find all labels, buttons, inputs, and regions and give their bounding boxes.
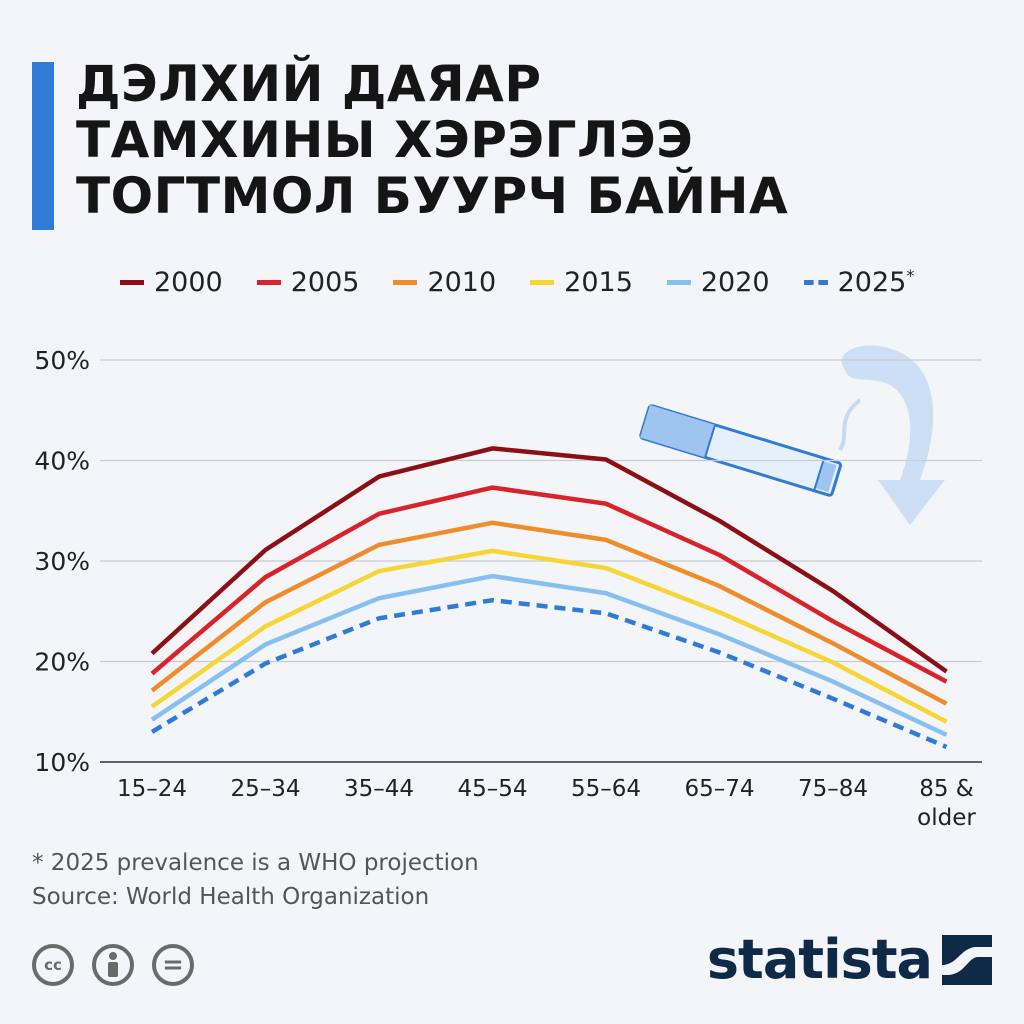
series-line-2015 (150, 548, 948, 724)
x-tick-label: 55–64 (571, 776, 641, 802)
legend-asterisk: * (906, 266, 915, 285)
y-tick-label: 40% (34, 447, 90, 476)
legend-item-2000: 2000 (120, 266, 223, 298)
chart-legend: 2000 2005 2010 2015 2020 2025* (120, 266, 914, 298)
legend-swatch (393, 279, 418, 285)
series-line-2000 (150, 446, 948, 674)
x-tick-label: 35–44 (344, 776, 414, 802)
license-icons: cc = (32, 944, 194, 986)
series-line-2010 (150, 520, 948, 706)
legend-label: 2010 (427, 266, 497, 298)
chart-series (150, 446, 948, 749)
series-line-2025 (150, 597, 948, 749)
smoke-wisp (838, 398, 862, 452)
legend-swatch (803, 279, 828, 285)
source-note: Source: World Health Organization (32, 884, 430, 910)
line-chart: 10% 20% 30% 40% 50% 15–24 25–34 35–44 45–54 55–6… (34, 345, 982, 831)
y-tick-label: 30% (34, 547, 90, 576)
title-accent-bar (32, 62, 54, 230)
y-tick-label: 10% (34, 748, 90, 777)
x-tick-label: 85 & (919, 776, 974, 802)
series-line-2020 (150, 573, 948, 737)
page-title: ДЭЛХИЙ ДАЯАР ТАМХИНЫ ХЭРЭГЛЭЭ ТОГТМОЛ БУ… (76, 56, 788, 224)
title-line: ТАМХИНЫ ХЭРЭГЛЭЭ (76, 111, 694, 169)
chart-grid (100, 359, 982, 763)
x-tick-label: 65–74 (684, 776, 754, 802)
y-tick-label: 20% (34, 648, 90, 677)
statista-logo[interactable]: statista (707, 928, 992, 991)
cigarette-illustration (639, 345, 945, 525)
legend-swatch (256, 279, 281, 285)
title-line: ТОГТМОЛ БУУРЧ БАЙНА (76, 167, 789, 225)
legend-item-2005: 2005 (256, 266, 360, 298)
x-tick-label: 15–24 (117, 776, 187, 802)
projection-note: * 2025 prevalence is a WHO projection (32, 850, 479, 876)
series-line-2005 (150, 485, 948, 684)
title-line: ДЭЛХИЙ ДАЯАР (76, 55, 542, 113)
legend-item-2020: 2020 (666, 266, 770, 298)
chart-footnote: * 2025 prevalence is a WHO projection So… (32, 846, 479, 914)
no-derivatives-icon[interactable]: = (152, 944, 194, 986)
attribution-icon[interactable] (92, 944, 134, 986)
legend-label: 2005 (290, 266, 360, 298)
smoke-arrow-icon (841, 345, 945, 525)
legend-label: 2025* (838, 266, 915, 298)
legend-item-2015: 2015 (530, 266, 633, 298)
legend-swatch (530, 279, 555, 285)
legend-item-2010: 2010 (393, 266, 496, 298)
y-tick-label: 50% (34, 346, 90, 375)
legend-swatch (120, 279, 144, 285)
x-tick-label: 45–54 (457, 776, 527, 802)
cc-icon[interactable]: cc (32, 944, 74, 986)
legend-label: 2020 (700, 266, 770, 298)
x-axis: 15–24 25–34 35–44 45–54 55–64 65–74 75–84 85 & o… (117, 776, 976, 831)
x-tick-label: older (917, 805, 976, 831)
x-tick-label: 75–84 (798, 776, 868, 802)
legend-label: 2015 (564, 266, 633, 298)
legend-label-text: 2025 (837, 267, 907, 298)
y-axis: 10% 20% 30% 40% 50% (34, 346, 90, 777)
person-icon (108, 952, 118, 977)
legend-label: 2000 (154, 266, 223, 298)
legend-item-2025: 2025* (803, 266, 915, 298)
x-tick-label: 25–34 (230, 776, 300, 802)
statista-mark-icon (942, 934, 992, 985)
legend-swatch (666, 279, 691, 285)
brand-name: statista (706, 928, 933, 991)
cigarette-icon (639, 404, 843, 497)
